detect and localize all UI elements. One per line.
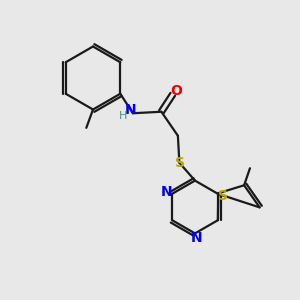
Text: N: N [161, 185, 172, 199]
Text: N: N [191, 231, 202, 245]
Text: S: S [175, 156, 185, 170]
Text: N: N [125, 103, 136, 117]
Text: O: O [170, 84, 182, 98]
Text: H: H [119, 111, 128, 121]
Text: S: S [218, 189, 228, 203]
